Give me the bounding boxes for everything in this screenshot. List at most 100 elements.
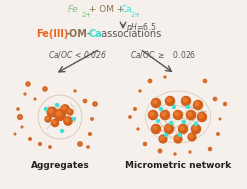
Circle shape: [139, 90, 141, 92]
Circle shape: [174, 153, 176, 155]
Circle shape: [150, 112, 154, 116]
Circle shape: [68, 110, 70, 112]
Circle shape: [73, 118, 76, 121]
Circle shape: [182, 96, 190, 105]
Circle shape: [137, 128, 139, 130]
Circle shape: [134, 108, 136, 110]
Circle shape: [193, 100, 203, 110]
Circle shape: [158, 149, 162, 153]
Circle shape: [47, 107, 57, 117]
Circle shape: [89, 133, 91, 135]
Circle shape: [213, 97, 217, 101]
Circle shape: [153, 100, 157, 104]
Circle shape: [157, 119, 160, 122]
Circle shape: [74, 90, 76, 92]
Circle shape: [191, 124, 201, 134]
Circle shape: [148, 79, 152, 83]
Circle shape: [144, 143, 146, 146]
Circle shape: [195, 102, 199, 106]
Circle shape: [189, 151, 191, 153]
Circle shape: [91, 118, 93, 120]
Circle shape: [53, 121, 56, 124]
Circle shape: [162, 112, 166, 116]
Circle shape: [188, 112, 192, 116]
Circle shape: [78, 142, 82, 146]
Circle shape: [87, 146, 89, 148]
Circle shape: [46, 117, 48, 119]
Circle shape: [188, 133, 196, 141]
Circle shape: [174, 135, 182, 143]
Circle shape: [180, 126, 184, 130]
Circle shape: [56, 111, 61, 116]
Text: Fe: Fe: [68, 5, 79, 14]
Text: -OM-: -OM-: [65, 29, 91, 39]
Circle shape: [224, 102, 226, 105]
Circle shape: [159, 135, 167, 143]
Circle shape: [44, 108, 47, 111]
Text: Aggregates: Aggregates: [31, 161, 89, 170]
Circle shape: [14, 133, 16, 135]
Text: Ca: Ca: [88, 29, 102, 39]
Circle shape: [165, 133, 167, 136]
Text: 2+: 2+: [131, 12, 141, 18]
Circle shape: [173, 110, 183, 120]
Circle shape: [183, 98, 187, 102]
Circle shape: [164, 76, 166, 78]
Circle shape: [186, 105, 189, 108]
Text: + OM +: + OM +: [86, 5, 127, 14]
Circle shape: [160, 136, 164, 140]
Circle shape: [43, 87, 47, 91]
Circle shape: [61, 129, 63, 132]
Circle shape: [56, 104, 59, 106]
Text: Micrometric network: Micrometric network: [125, 161, 231, 170]
Circle shape: [169, 122, 172, 125]
Circle shape: [83, 99, 87, 103]
Text: Ca: Ca: [120, 5, 132, 14]
Circle shape: [55, 110, 65, 120]
Circle shape: [219, 118, 221, 120]
Circle shape: [175, 136, 179, 140]
Circle shape: [67, 109, 73, 115]
Circle shape: [49, 109, 53, 113]
Circle shape: [161, 110, 169, 120]
Text: Fe(III): Fe(III): [36, 29, 68, 39]
Circle shape: [129, 116, 131, 118]
Circle shape: [166, 126, 170, 130]
Text: associations: associations: [98, 29, 161, 39]
Circle shape: [153, 126, 157, 130]
Text: 2+: 2+: [82, 12, 92, 18]
Circle shape: [29, 138, 31, 140]
Text: $\it{Ca/OC}$ $\geq$   0.026: $\it{Ca/OC}$ $\geq$ 0.026: [130, 49, 196, 60]
Circle shape: [62, 106, 66, 110]
Circle shape: [45, 116, 51, 122]
Circle shape: [178, 124, 187, 134]
Circle shape: [165, 124, 174, 134]
Circle shape: [17, 108, 19, 110]
Circle shape: [208, 147, 212, 151]
Circle shape: [160, 108, 163, 111]
Circle shape: [151, 98, 161, 108]
Circle shape: [21, 126, 23, 128]
Circle shape: [18, 115, 22, 119]
Circle shape: [151, 124, 161, 134]
Circle shape: [197, 112, 206, 122]
Circle shape: [64, 117, 72, 125]
Circle shape: [165, 96, 175, 105]
Circle shape: [172, 105, 176, 108]
Circle shape: [194, 122, 198, 125]
Circle shape: [186, 110, 196, 120]
Circle shape: [167, 98, 171, 102]
Circle shape: [34, 98, 36, 100]
Circle shape: [189, 134, 193, 138]
Text: $\it{pH}$=6.5: $\it{pH}$=6.5: [126, 22, 156, 35]
Circle shape: [203, 79, 207, 83]
Circle shape: [39, 143, 41, 146]
Circle shape: [193, 126, 197, 130]
Circle shape: [148, 110, 158, 120]
Circle shape: [65, 118, 69, 122]
Circle shape: [179, 133, 182, 136]
Circle shape: [183, 121, 185, 123]
Circle shape: [26, 82, 30, 86]
Text: $\it{Ca/OC}$ < 0.026: $\it{Ca/OC}$ < 0.026: [48, 49, 107, 60]
Circle shape: [199, 114, 203, 118]
